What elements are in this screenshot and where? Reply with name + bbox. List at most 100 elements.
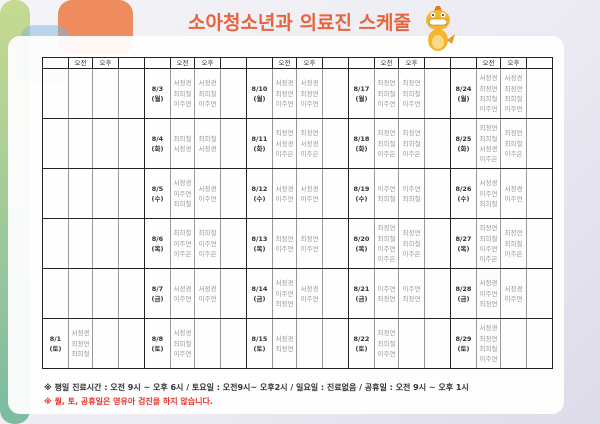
date: 8/20 <box>353 234 370 243</box>
blank-cell <box>220 318 247 370</box>
doctor-name: 이주연 <box>275 99 294 108</box>
doctor-name: 서정경 <box>300 79 319 88</box>
doctor-name: 이주은 <box>402 249 421 258</box>
pm-doctors-cell: 서정경 이주연 <box>194 168 221 220</box>
blank-cell <box>322 268 349 320</box>
blank-cell <box>424 218 451 270</box>
blank-cell <box>118 268 145 320</box>
pm-doctors-cell: 최정연 최희철 이주은 <box>398 218 425 270</box>
am-doctors-cell <box>68 118 93 170</box>
pm-doctors-cell <box>92 318 119 370</box>
doctor-name: 최희철 <box>377 234 396 243</box>
hours-note: ※ 평일 진료시간 : 오전 9시 ~ 오후 6시 / 토요일 : 오전9시~ … <box>44 383 469 392</box>
doctor-name: 이주연 <box>479 289 498 298</box>
header-blank <box>322 56 349 70</box>
doctor-name: 서정경 <box>479 324 498 333</box>
doctor-name: 최희철 <box>504 139 523 148</box>
header-blank <box>220 56 247 70</box>
mascot-icon <box>426 6 455 51</box>
weekday: (화) <box>151 144 164 153</box>
weekday: (월) <box>253 94 266 103</box>
doctor-name: 최정연 <box>479 334 498 343</box>
doctor-name: 이주연 <box>402 184 421 193</box>
table-row: 8/4 (화) 최희철 서정경 최희철 서정경 8/11 (화) 최정연 서정경 이주은 최정연 서정경… <box>42 118 553 170</box>
pm-doctors-cell: 서정경 이주연 <box>500 168 527 220</box>
blank-cell <box>322 218 349 270</box>
doctor-name: 최정연 <box>402 294 421 303</box>
doctor-name: 이주연 <box>198 239 217 248</box>
weekday: (토) <box>151 344 164 353</box>
am-doctors-cell: 서정경 최정연 <box>272 318 297 370</box>
pm-doctors-cell: 최정연 최희철 이주은 <box>500 118 527 170</box>
doctor-name: 최희철 <box>402 194 421 203</box>
pm-doctors-cell <box>92 118 119 170</box>
doctor-name: 이주연 <box>275 244 294 253</box>
date-cell: 8/8 (토) <box>144 318 171 370</box>
date: 8/21 <box>353 284 370 293</box>
pm-doctors-cell <box>500 318 527 370</box>
doctor-name: 최정연 <box>275 89 294 98</box>
date-cell: 8/27 (목) <box>450 218 477 270</box>
pm-doctors-cell <box>92 68 119 120</box>
doctor-name: 이주연 <box>504 194 523 203</box>
doctor-name: 최정연 <box>71 339 90 348</box>
blank-cell <box>220 168 247 220</box>
blank-cell <box>526 268 553 320</box>
doctor-name: 최정연 <box>377 329 396 338</box>
doctor-name: 최희철 <box>173 89 192 98</box>
header-am: 오전 <box>476 56 501 70</box>
doctor-name: 이주연 <box>198 194 217 203</box>
table-row: 8/7 (금) 서정경 이주연 서정경 이주연 8/14 (금) 서정경 이주연 최정연 서정경 이주연… <box>42 268 553 320</box>
doctor-name: 최희철 <box>173 229 192 238</box>
doctor-name: 최정연 <box>402 129 421 138</box>
doctor-name: 이주연 <box>300 194 319 203</box>
date-cell: 8/29 (토) <box>450 318 477 370</box>
header-blank <box>526 56 553 70</box>
pm-doctors-cell: 서정경 이주연 <box>500 268 527 320</box>
doctor-name: 최희철 <box>402 239 421 248</box>
blank-cell <box>424 118 451 170</box>
date: 8/27 <box>455 234 472 243</box>
date-cell: 8/28 (금) <box>450 268 477 320</box>
header-am: 오전 <box>272 56 297 70</box>
doctor-name: 이주연 <box>173 189 192 198</box>
am-doctors-cell: 최정연 서정경 이주은 <box>272 118 297 170</box>
blank-cell <box>322 168 349 220</box>
doctor-name: 이주연 <box>300 99 319 108</box>
doctor-name: 최희철 <box>173 199 192 208</box>
doctor-name: 최정연 <box>479 124 498 133</box>
doctor-name: 이주연 <box>377 349 396 358</box>
date-cell: 8/11 (화) <box>246 118 273 170</box>
date: 8/15 <box>251 334 268 343</box>
doctor-name: 이주연 <box>300 294 319 303</box>
doctor-name: 서정경 <box>173 284 192 293</box>
pm-doctors-cell: 최정연 서정경 이주은 <box>296 118 323 170</box>
date-cell: 8/24 (월) <box>450 68 477 120</box>
weekday: (목) <box>457 244 470 253</box>
weekday: (월) <box>457 94 470 103</box>
header-pm: 오후 <box>500 56 527 70</box>
am-doctors-cell: 최정연 최희철 이주연 이주은 <box>476 218 501 270</box>
doctor-name: 서정경 <box>504 284 523 293</box>
date: 8/1 <box>49 334 62 343</box>
table-row: 8/5 (수) 서정경 이주연 최희철 서정경 이주연 8/12 (수) 서정경 이주연 서정경 이주연… <box>42 168 553 220</box>
blank-cell <box>424 318 451 370</box>
doctor-name: 이주연 <box>479 104 498 113</box>
doctor-name: 서정경 <box>275 139 294 148</box>
doctor-name: 서정경 <box>275 184 294 193</box>
blank-cell <box>220 268 247 320</box>
am-doctors-cell: 서정경 최희철 이주연 <box>170 318 195 370</box>
doctor-name: 이주은 <box>275 149 294 158</box>
doctor-name: 서정경 <box>300 284 319 293</box>
date-cell: 8/4 (화) <box>144 118 171 170</box>
doctor-name: 최정연 <box>402 229 421 238</box>
doctor-name: 이주연 <box>275 194 294 203</box>
blank-cell <box>526 68 553 120</box>
blank-cell <box>526 168 553 220</box>
pm-doctors-cell: 서정경 이주연 <box>296 168 323 220</box>
blank-cell <box>322 68 349 120</box>
doctor-name: 이주은 <box>173 249 192 258</box>
doctor-name: 최희철 <box>377 89 396 98</box>
date-cell: 8/17 (월) <box>348 68 375 120</box>
date: 8/22 <box>353 334 370 343</box>
